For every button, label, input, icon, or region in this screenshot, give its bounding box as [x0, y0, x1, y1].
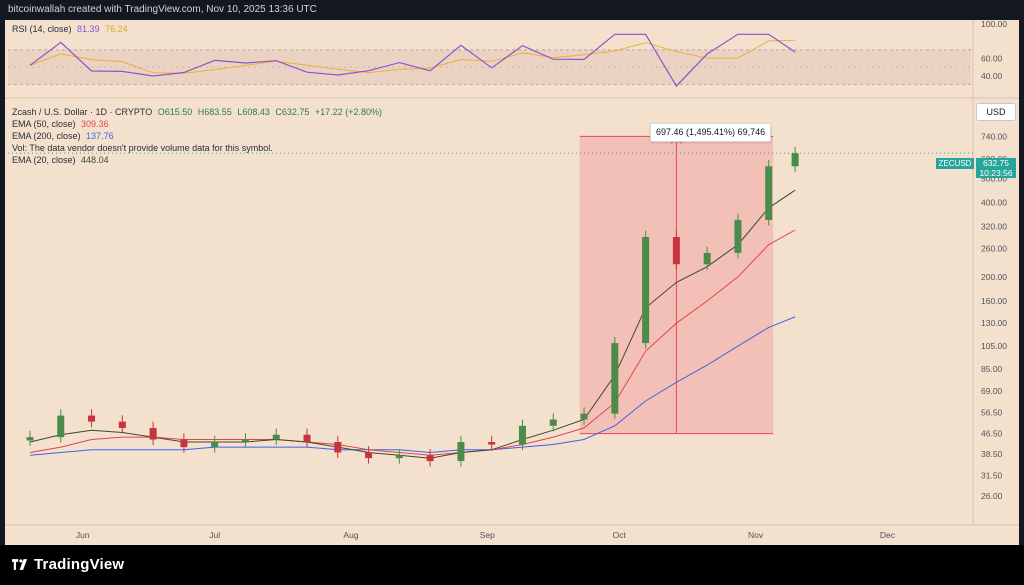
rsi-tick-label: 60.00	[981, 54, 1003, 64]
time-tick-label: Nov	[748, 530, 764, 540]
ema200-line	[29, 316, 796, 456]
candle-body	[642, 236, 650, 344]
symbol-name: Zcash / U.S. Dollar · 1D · CRYPTO	[12, 107, 153, 117]
rsi-label: RSI (14, close)	[12, 24, 72, 34]
rsi-ma-value: 76.24	[105, 24, 128, 34]
price-tick-label: 26.00	[981, 491, 1003, 501]
candle-body	[518, 425, 526, 445]
candle-body	[241, 439, 249, 443]
price-tick-label: 320.00	[981, 221, 1007, 231]
brand-name: TradingView	[34, 556, 125, 573]
symbol-legend: Zcash / U.S. Dollar · 1D · CRYPTO O615.5…	[12, 107, 382, 117]
price-tick-label: 69.00	[981, 386, 1003, 396]
candle-body	[457, 442, 465, 462]
price-tick-label: 130.00	[981, 318, 1007, 328]
time-tick-label: Aug	[343, 530, 358, 540]
ema50-legend: EMA (50, close) 309.36	[12, 119, 109, 129]
last-price-value: 632.75	[983, 158, 1009, 168]
chart-svg[interactable]: 100.0060.0040.00740.00600.00500.00400.00…	[5, 20, 1019, 545]
time-tick-label: Dec	[880, 530, 896, 540]
header-credit: bitcoinwallah created with TradingView.c…	[8, 4, 317, 15]
candle-body	[703, 252, 711, 265]
volume-note: Vol: The data vendor doesn't provide vol…	[12, 143, 273, 153]
candle-body	[611, 343, 619, 414]
ohlc-high: H683.55	[197, 107, 232, 117]
candle-body	[334, 442, 342, 453]
price-tick-label: 160.00	[981, 296, 1007, 306]
rsi-line	[29, 33, 796, 88]
candle-body	[765, 166, 773, 220]
price-tick-label: 200.00	[981, 272, 1007, 282]
candle-body	[118, 421, 126, 428]
ema50-value: 309.36	[81, 119, 109, 129]
candle-body	[395, 455, 403, 459]
candle-body	[734, 219, 742, 253]
price-tick-label: 85.00	[981, 364, 1003, 374]
footer-bar	[0, 545, 1024, 585]
ema20-label: EMA (20, close)	[12, 155, 76, 165]
rsi-tick-label: 40.00	[981, 71, 1003, 81]
ema20-line	[29, 189, 796, 459]
bar-countdown: 10:23:56	[979, 168, 1013, 178]
rsi-tick-label: 100.00	[981, 20, 1007, 29]
candle-body	[272, 434, 280, 440]
ema200-legend: EMA (200, close) 137.76	[12, 131, 114, 141]
ema50-label: EMA (50, close)	[12, 119, 76, 129]
candle-body	[211, 442, 219, 448]
ohlc-low: L608.43	[237, 107, 270, 117]
candle-body	[88, 415, 96, 422]
price-tick-label: 38.50	[981, 449, 1003, 459]
last-price-tag: 632.75 10:23:56	[976, 158, 1016, 178]
price-tick-label: 105.00	[981, 341, 1007, 351]
rsi-value: 81.39	[77, 24, 100, 34]
price-tick-label: 400.00	[981, 197, 1007, 207]
ema20-legend: EMA (20, close) 448.04	[12, 155, 109, 165]
chart-area[interactable]: 100.0060.0040.00740.00600.00500.00400.00…	[5, 20, 1019, 545]
candle-body	[303, 434, 311, 443]
rsi-ma-line	[29, 39, 796, 74]
candle-body	[26, 437, 34, 441]
ohlc-close: C632.75	[275, 107, 310, 117]
candle-body	[549, 419, 557, 426]
ohlc-change: +17.22 (+2.80%)	[314, 107, 382, 117]
candle-body	[791, 153, 799, 167]
price-tick-label: 740.00	[981, 131, 1007, 141]
candle-body	[57, 415, 65, 438]
ema200-value: 137.76	[86, 131, 114, 141]
price-tick-label: 500.00	[981, 173, 1007, 183]
time-tick-label: Jun	[76, 530, 90, 540]
candle-body	[365, 452, 373, 459]
price-tick-label: 260.00	[981, 244, 1007, 254]
tradingview-logo-icon	[12, 559, 28, 570]
ema200-label: EMA (200, close)	[12, 131, 81, 141]
ohlc-open: O615.50	[157, 107, 193, 117]
price-tick-label: 31.50	[981, 470, 1003, 480]
time-tick-label: Oct	[613, 530, 627, 540]
symbol-price-tag: ZECUSD	[936, 158, 974, 169]
time-tick-label: Jul	[209, 530, 220, 540]
ema20-value: 448.04	[81, 155, 109, 165]
tradingview-logo[interactable]: TradingView	[12, 556, 124, 573]
currency-selector[interactable]: USD	[976, 103, 1016, 121]
candle-body	[149, 427, 157, 440]
price-tick-label: 56.50	[981, 408, 1003, 418]
candle-body	[672, 236, 680, 265]
candle-body	[426, 455, 434, 462]
rsi-legend: RSI (14, close) 81.39 76.24	[12, 24, 128, 34]
price-tick-label: 46.50	[981, 429, 1003, 439]
candle-body	[580, 413, 588, 420]
measure-label: 697.46 (1,495.41%) 69,746	[650, 123, 772, 142]
candle-body	[488, 442, 496, 445]
time-tick-label: Sep	[480, 530, 495, 540]
candle-body	[180, 439, 188, 448]
